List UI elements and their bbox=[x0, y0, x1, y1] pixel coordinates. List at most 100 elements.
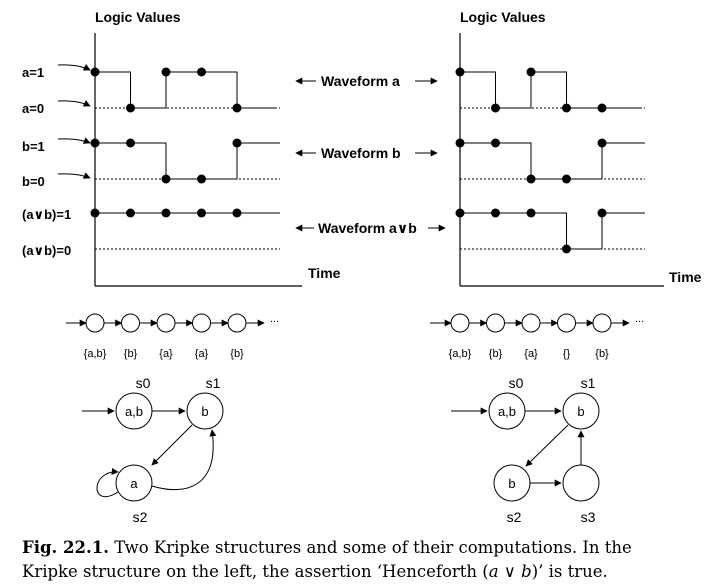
right-waveform-avb bbox=[460, 212, 645, 250]
left-waveform-avb-point bbox=[197, 208, 206, 218]
pointer-arrow-a0 bbox=[57, 100, 91, 107]
right-axis-title: Logic Values bbox=[460, 9, 546, 25]
left-waveform-b-point bbox=[197, 174, 206, 184]
right-kripke-structure: a,b s0 b s1 b s2 s3 bbox=[451, 375, 600, 525]
left-waveform-panel: Logic Values Time a=1 a=0 b=1 b=0 (a∨b)=… bbox=[22, 9, 341, 287]
left-seq-label: {b} bbox=[124, 348, 138, 360]
caption-text-2: )’ is true. bbox=[531, 562, 608, 581]
right-time-label: Time bbox=[669, 269, 702, 285]
left-seq-label: {b} bbox=[230, 348, 244, 360]
right-computation-sequence: {a,b} {b} {a} {} {b}... bbox=[430, 313, 644, 360]
figure-canvas: Logic Values Time a=1 a=0 b=1 b=0 (a∨b)=… bbox=[22, 9, 702, 525]
label-b0: b=0 bbox=[22, 174, 45, 189]
left-seq-label: {a} bbox=[159, 348, 173, 360]
caption-label: Fig. 22.1. bbox=[22, 538, 109, 557]
left-computation-sequence: {a,b} {b} {a} {a} {b}... bbox=[66, 313, 279, 360]
right-seq-node bbox=[486, 313, 505, 333]
waveform-a-label: Waveform a bbox=[321, 73, 400, 89]
right-waveform-a-point bbox=[562, 103, 571, 113]
right-waveform-avb-point bbox=[526, 208, 536, 218]
right-state-s3 bbox=[562, 464, 600, 502]
waveform-avb-label: Waveform a∨b bbox=[318, 220, 417, 236]
right-seq-label: {} bbox=[563, 348, 571, 360]
left-seq-ellipsis: ... bbox=[270, 313, 279, 325]
right-seq-label: {a,b} bbox=[449, 348, 472, 360]
left-self-loop-s2 bbox=[96, 468, 119, 498]
label-avb0: (a∨b)=0 bbox=[22, 243, 71, 258]
left-s2-label: a bbox=[130, 476, 138, 491]
left-waveform-avb-point bbox=[161, 208, 171, 218]
left-s2-name: s2 bbox=[133, 509, 148, 525]
left-seq-label: {a} bbox=[195, 348, 209, 360]
left-waveform-a-point bbox=[197, 67, 206, 77]
left-seq-node bbox=[156, 313, 176, 333]
left-edge-s2-s1 bbox=[151, 429, 217, 491]
right-seq-label: {b} bbox=[489, 348, 503, 360]
left-waveform-a-point bbox=[90, 67, 100, 77]
left-time-label: Time bbox=[308, 265, 341, 281]
label-b1: b=1 bbox=[22, 139, 45, 154]
right-seq-label: {a} bbox=[524, 348, 538, 360]
left-state-s1 bbox=[186, 392, 224, 430]
left-seq-node bbox=[192, 313, 211, 333]
left-seq-label: {a,b} bbox=[84, 348, 107, 360]
left-axis-title: Logic Values bbox=[95, 9, 181, 25]
right-waveform-a bbox=[460, 71, 642, 109]
label-a0: a=0 bbox=[22, 101, 44, 116]
right-waveform-a-point bbox=[597, 103, 607, 113]
right-seq-node bbox=[450, 313, 470, 333]
right-waveform-avb-point bbox=[491, 208, 500, 218]
right-waveform-b-point bbox=[562, 174, 571, 184]
caption-math: a ∨ b bbox=[488, 562, 532, 581]
left-s1-label: b bbox=[201, 404, 208, 419]
left-waveform-avb-point bbox=[90, 208, 100, 218]
left-waveform-b-point bbox=[161, 174, 171, 184]
left-seq-node bbox=[227, 313, 247, 333]
right-waveform-b bbox=[460, 142, 645, 180]
left-edge-s1-s2 bbox=[151, 424, 193, 466]
right-waveform-b-point bbox=[455, 138, 465, 148]
right-s0-label: a,b bbox=[498, 404, 516, 419]
pointer-arrow-b1 bbox=[57, 137, 91, 144]
label-a1: a=1 bbox=[22, 65, 44, 80]
left-s0-label: a,b bbox=[125, 404, 143, 419]
right-seq-ellipsis: ... bbox=[635, 313, 644, 325]
left-waveform-b-point bbox=[232, 138, 242, 148]
left-waveform-a-point bbox=[161, 67, 171, 77]
right-s2-name: s2 bbox=[507, 509, 522, 525]
right-waveform-avb-point bbox=[597, 208, 607, 218]
left-seq-node bbox=[121, 313, 140, 333]
right-seq-label: {b} bbox=[595, 348, 609, 360]
caption-text-1: Two Kripke structures and some of their … bbox=[22, 538, 632, 581]
right-waveform-b-point bbox=[526, 174, 536, 184]
left-s0-name: s0 bbox=[136, 375, 151, 391]
right-state-s1 bbox=[562, 392, 600, 430]
right-s0-name: s0 bbox=[509, 375, 524, 391]
left-waveform-b bbox=[95, 142, 280, 180]
right-waveform-a-point bbox=[526, 67, 536, 77]
left-kripke-structure: a,b s0 b s1 a s2 bbox=[82, 375, 224, 525]
right-s1-label: b bbox=[577, 404, 584, 419]
left-waveform-avb-point bbox=[126, 208, 135, 218]
left-waveform-a-point bbox=[232, 103, 242, 113]
right-waveform-avb-point bbox=[562, 244, 571, 254]
pointer-arrow-a1 bbox=[57, 64, 91, 71]
right-waveform-panel: Logic Values Time bbox=[455, 9, 702, 287]
right-s2-label: b bbox=[508, 476, 515, 491]
left-state-s2 bbox=[115, 464, 153, 502]
left-waveform-a bbox=[95, 71, 277, 109]
right-s1-name: s1 bbox=[581, 375, 596, 391]
figure-caption: Fig. 22.1. Two Kripke structures and som… bbox=[22, 536, 692, 584]
left-waveform-b-point bbox=[126, 138, 135, 148]
waveform-b-label: Waveform b bbox=[321, 145, 401, 161]
right-waveform-avb-point bbox=[455, 208, 465, 218]
left-waveform-avb-point bbox=[232, 208, 242, 218]
right-seq-node bbox=[521, 313, 541, 333]
pointer-arrow-b0 bbox=[57, 172, 91, 179]
right-seq-node bbox=[557, 313, 576, 333]
right-waveform-a-point bbox=[491, 103, 500, 113]
left-waveform-a-point bbox=[126, 103, 135, 113]
right-seq-node bbox=[592, 313, 612, 333]
right-edge-s1-s2 bbox=[525, 424, 569, 467]
right-s3-name: s3 bbox=[581, 509, 596, 525]
